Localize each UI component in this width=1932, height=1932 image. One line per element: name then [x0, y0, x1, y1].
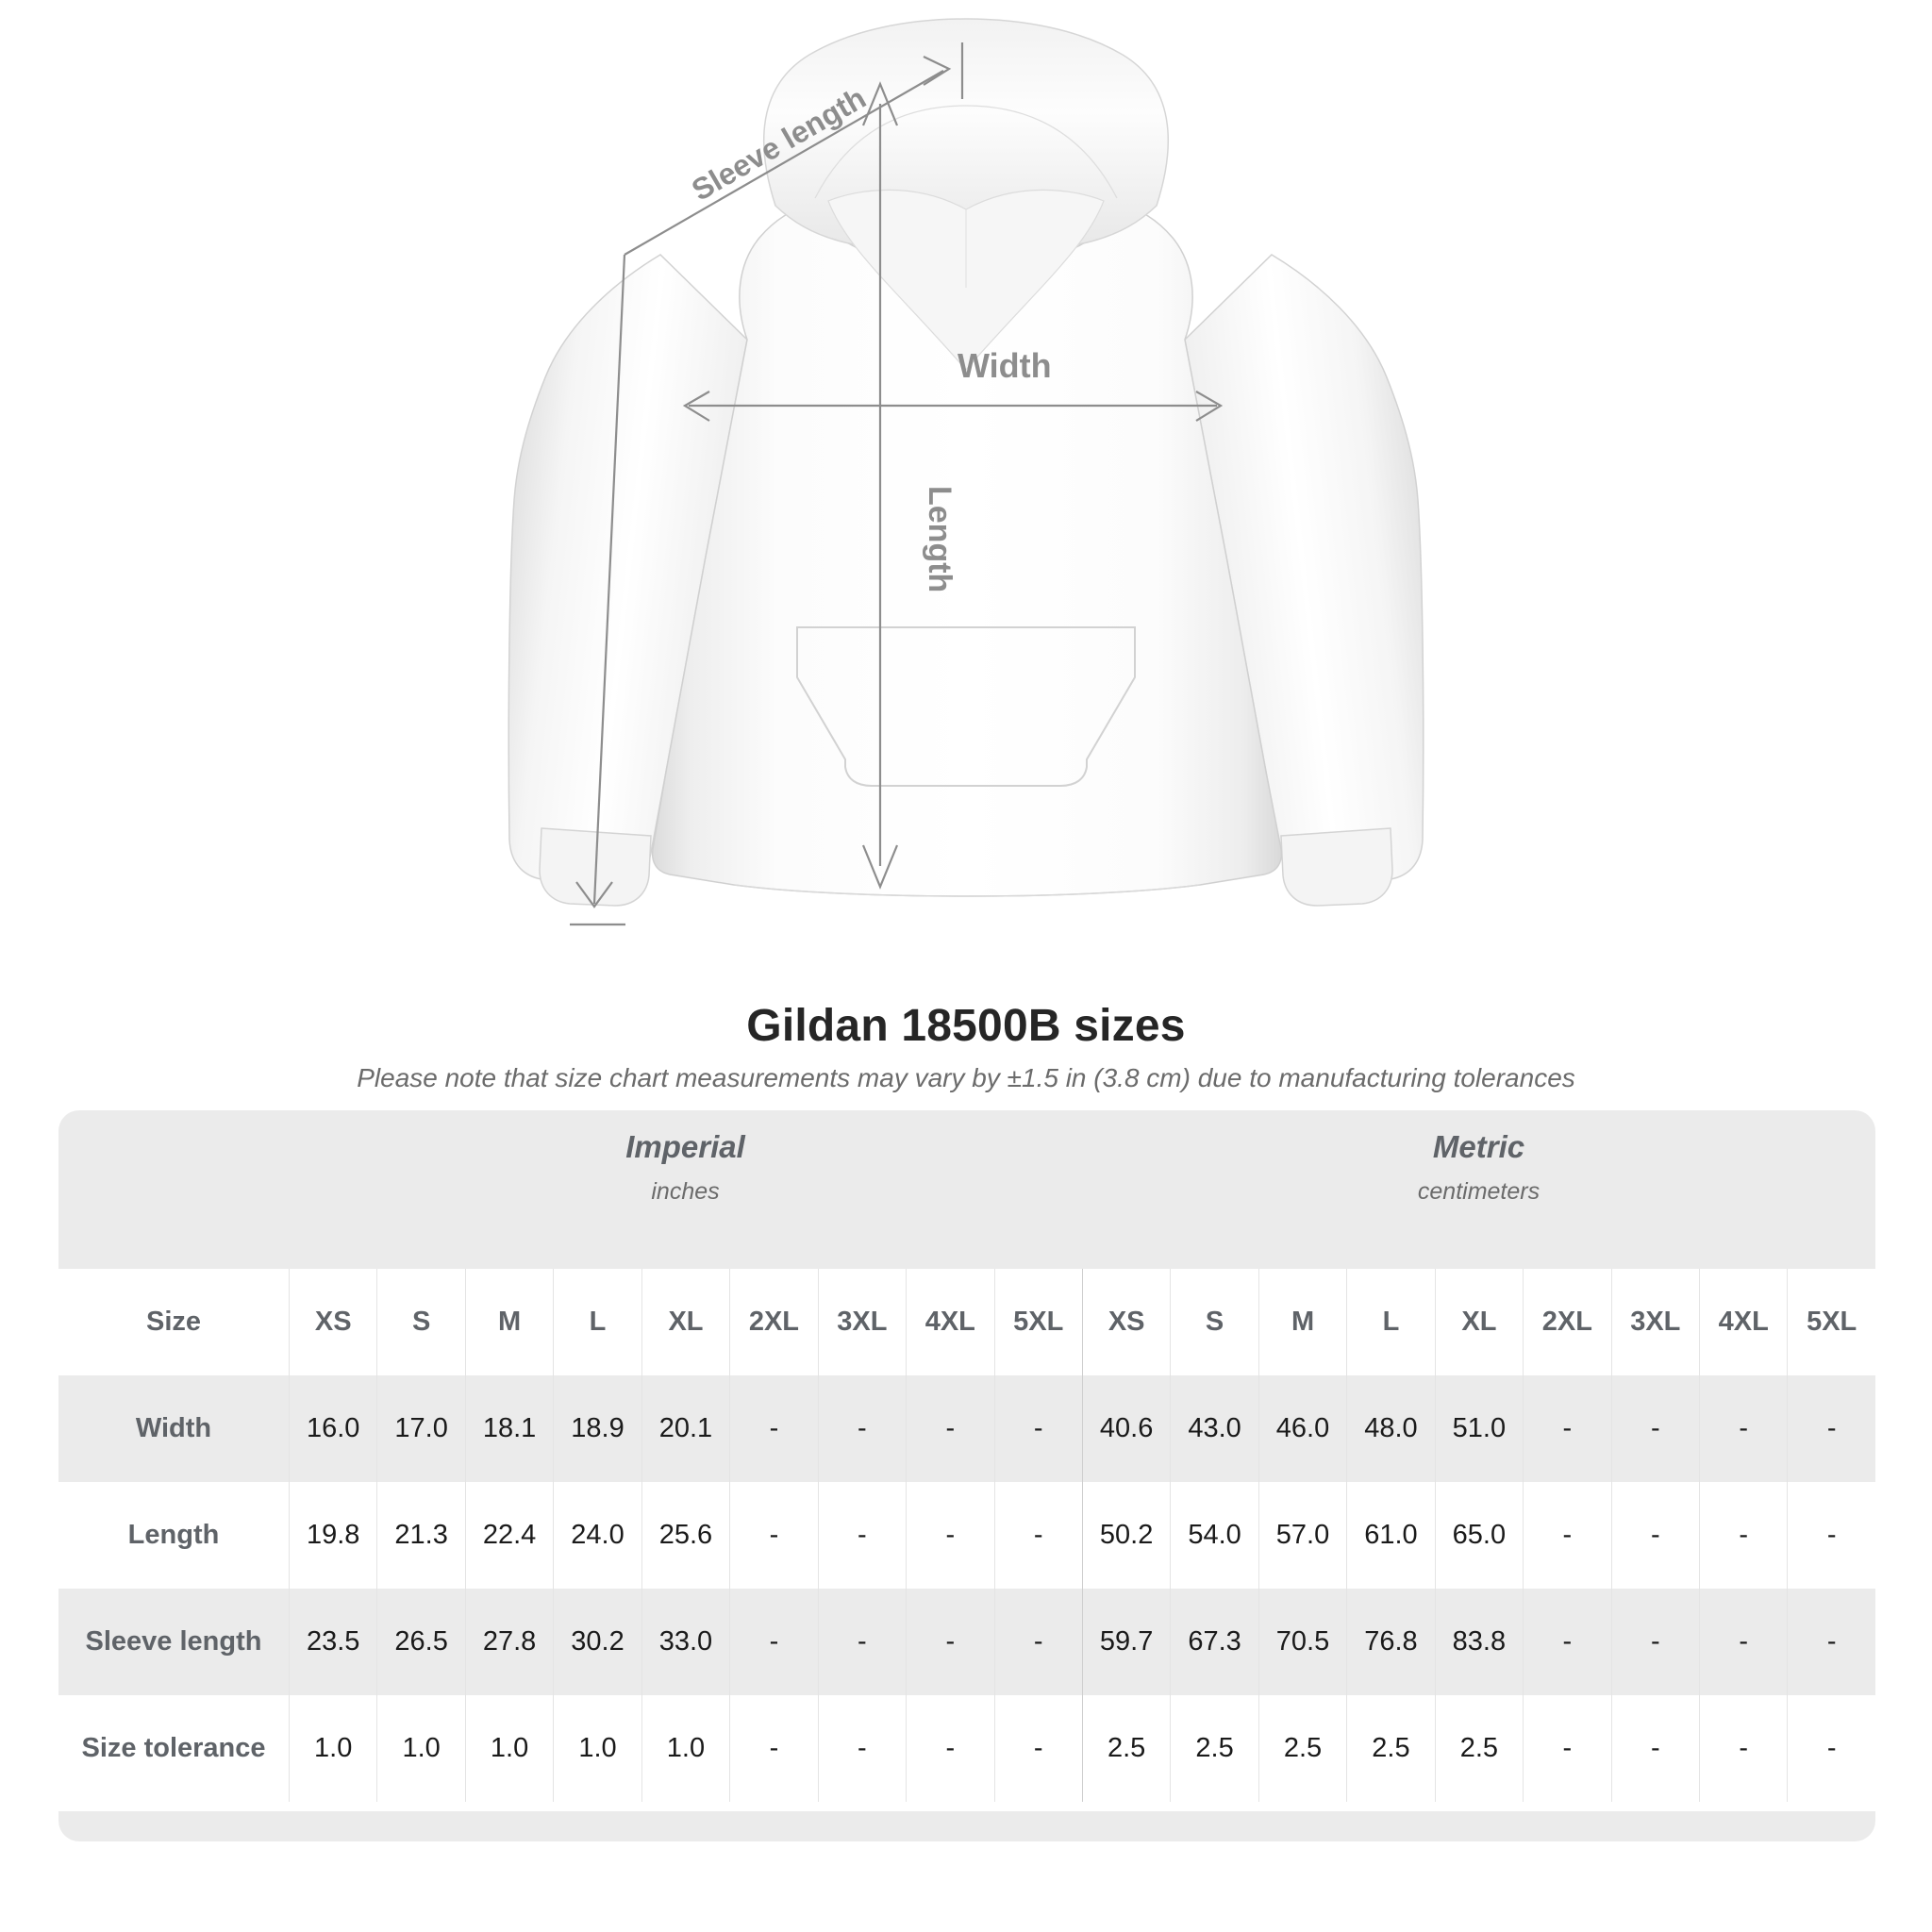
- svg-text:Length: Length: [922, 486, 958, 592]
- svg-text:Width: Width: [958, 346, 1052, 385]
